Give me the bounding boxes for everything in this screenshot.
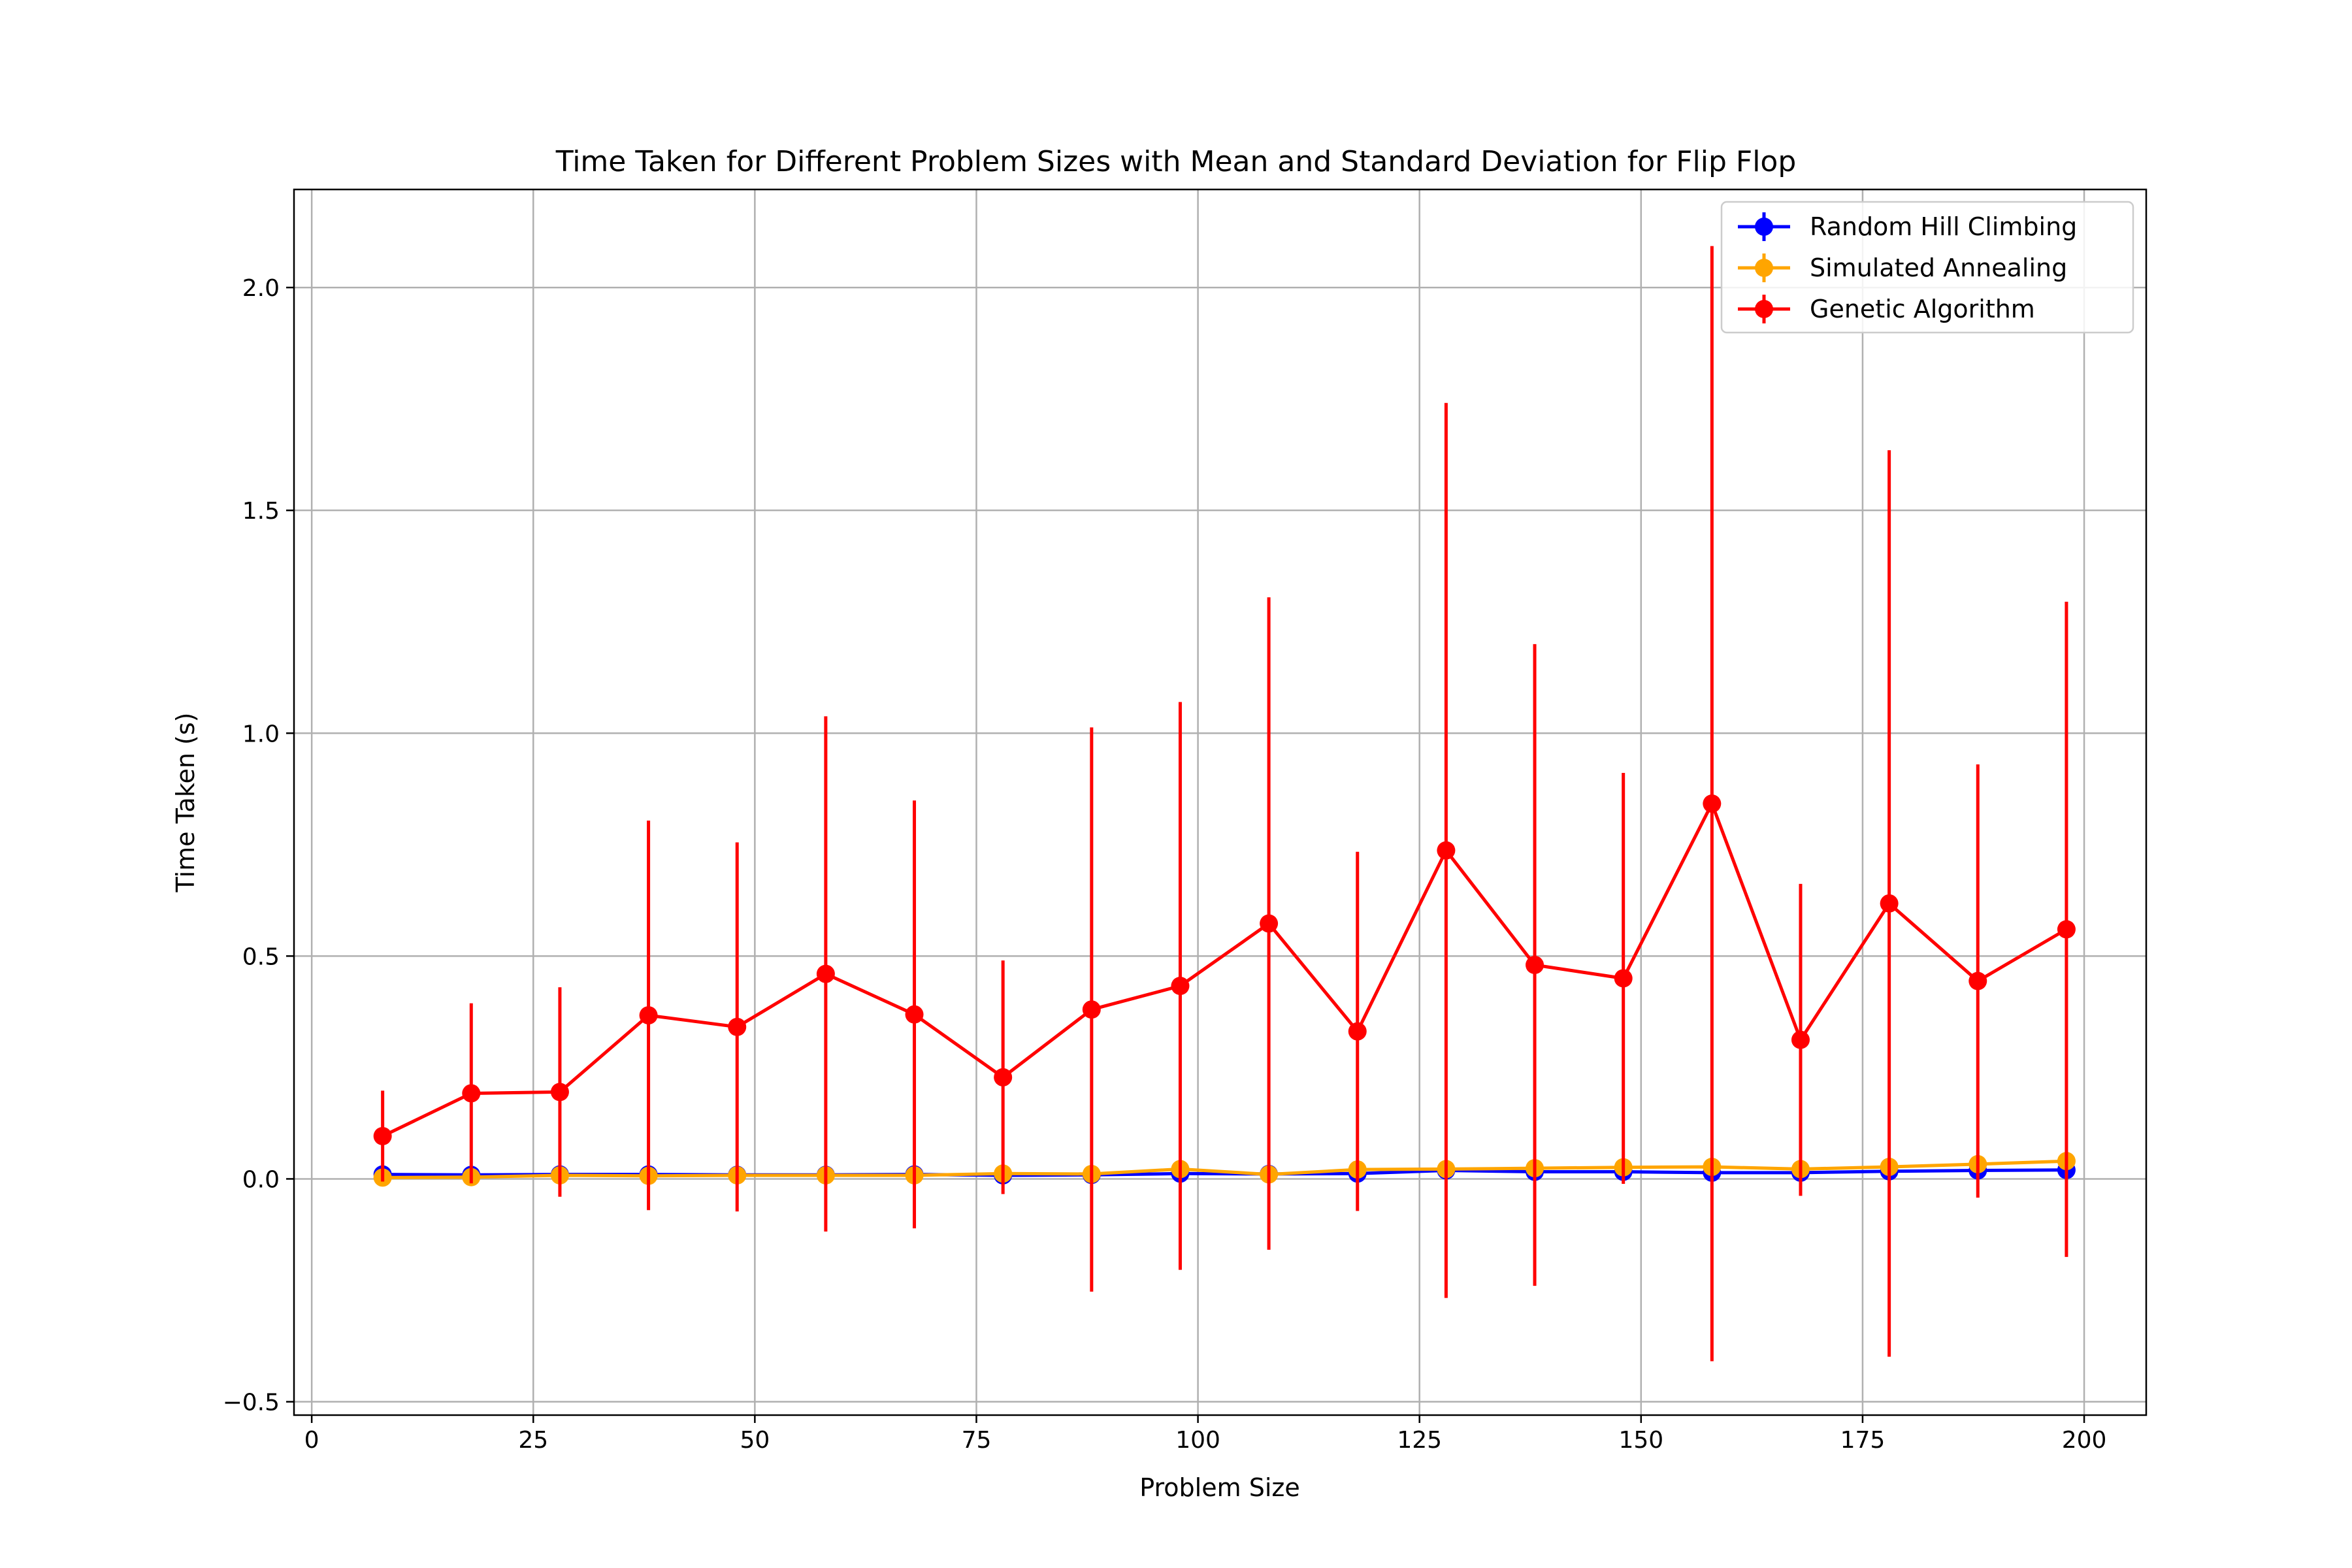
series-2 <box>373 246 2076 1362</box>
data-point <box>728 1017 747 1036</box>
x-tick-label: 50 <box>740 1427 770 1454</box>
data-point <box>1082 1000 1101 1019</box>
x-tick-label: 125 <box>1397 1427 1442 1454</box>
legend-marker <box>1755 259 1773 277</box>
legend-label: Simulated Annealing <box>1810 253 2067 282</box>
legend-box <box>1720 201 2134 334</box>
x-tick-label: 175 <box>1840 1427 1886 1454</box>
data-point <box>639 1006 658 1025</box>
y-tick-label: 2.0 <box>242 275 280 302</box>
x-tick-label: 0 <box>304 1427 319 1454</box>
chart-title: Time Taken for Different Problem Sizes w… <box>555 145 1797 178</box>
x-axis-label: Problem Size <box>1139 1473 1299 1502</box>
data-point <box>1703 794 1722 813</box>
data-point <box>1880 894 1899 913</box>
x-tick-label: 200 <box>2062 1427 2107 1454</box>
y-tick-label: 1.0 <box>242 721 280 747</box>
legend-label: Random Hill Climbing <box>1810 212 2077 241</box>
y-tick-label: 1.5 <box>242 498 280 525</box>
data-point <box>2057 920 2076 939</box>
data-point <box>816 964 835 983</box>
legend: Random Hill Climbing Simulated Annealing G… <box>1720 201 2134 334</box>
data-point <box>1348 1022 1367 1041</box>
x-tick-label: 25 <box>518 1427 548 1454</box>
series-line <box>382 802 2068 1138</box>
series-line <box>382 1159 2066 1179</box>
x-tick-label: 75 <box>962 1427 992 1454</box>
data-point <box>1437 841 1456 860</box>
data-point <box>1968 972 1987 990</box>
legend-label: Genetic Algorithm <box>1810 295 2035 323</box>
y-axis-label: Time Taken (s) <box>171 713 200 893</box>
data-point <box>462 1084 481 1103</box>
data-point <box>550 1083 569 1102</box>
legend-entry: Genetic Algorithm <box>1738 295 2035 323</box>
data-point <box>994 1068 1013 1086</box>
tick-layer: 0 25 50 75 100 125 150 175 200 −0.5 0.0 0.5 1.0 1.5 2.… <box>223 275 2107 1454</box>
data-point <box>373 1126 392 1145</box>
legend-entry: Random Hill Climbing <box>1738 212 2077 241</box>
x-tick-label: 150 <box>1618 1427 1663 1454</box>
data-point <box>1526 955 1544 974</box>
data-point <box>1171 977 1190 996</box>
y-tick-label: 0.5 <box>242 943 280 970</box>
legend-marker <box>1755 300 1773 318</box>
data-point <box>905 1005 924 1024</box>
data-point <box>1614 969 1633 988</box>
plot-frame <box>293 188 2148 1416</box>
legend-marker <box>1755 218 1773 236</box>
series-layer <box>373 246 2076 1362</box>
data-point <box>1260 914 1279 933</box>
y-tick-label: 0.0 <box>242 1166 280 1193</box>
legend-entry: Simulated Annealing <box>1738 253 2067 282</box>
x-tick-label: 100 <box>1175 1427 1220 1454</box>
data-point <box>1791 1030 1810 1049</box>
y-tick-label: −0.5 <box>223 1390 280 1416</box>
grid-layer <box>294 189 2146 1415</box>
